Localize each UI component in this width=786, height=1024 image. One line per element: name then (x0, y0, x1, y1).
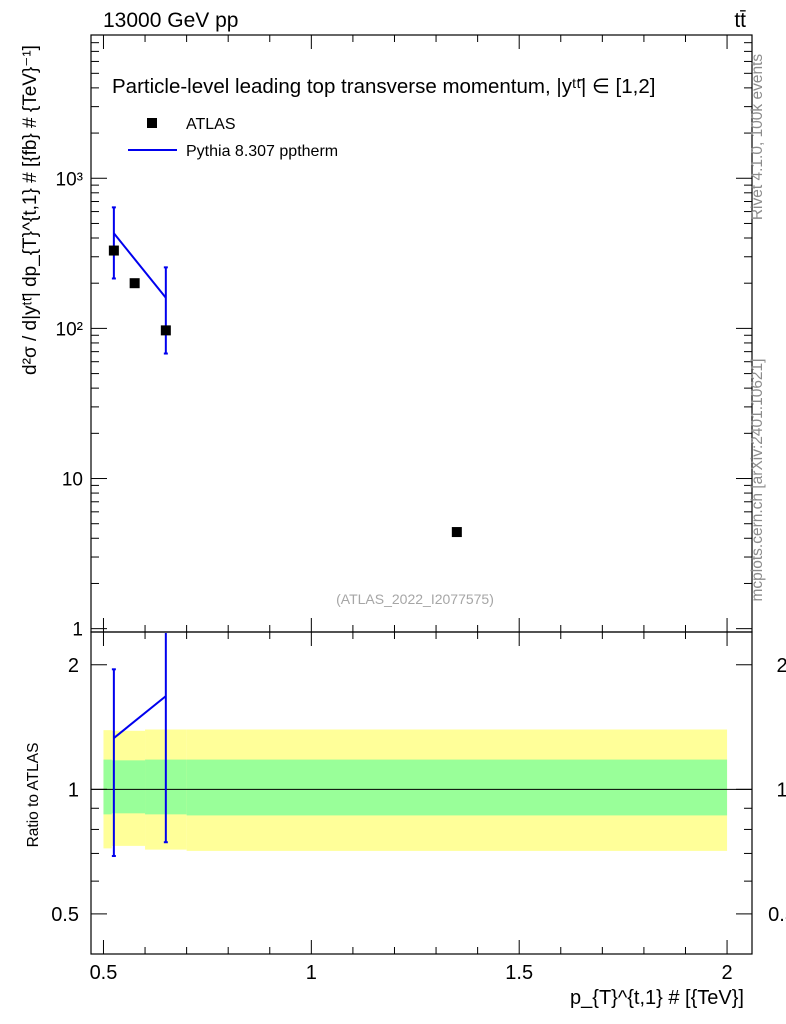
main-y-tick-label-0: 1 (72, 620, 83, 641)
main-title: Particle-level leading top transverse mo… (112, 75, 655, 98)
main-mc-line (113, 232, 167, 299)
ratio-y-axis-title: Ratio to ATLAS (25, 743, 42, 848)
atlas-point-2 (160, 325, 171, 336)
axes-frames (90, 34, 753, 955)
ratio-y-tick-label-right-2: 2 (776, 655, 786, 677)
legend-pythia-label: Pythia 8.307 pptherm (186, 143, 338, 160)
ratio-y-tick-label-left-0: 0.5 (51, 904, 79, 926)
main-y-tick-label-1: 10 (62, 470, 83, 491)
x-tick-label-2: 1.5 (505, 962, 533, 984)
legend: ATLAS Pythia 8.307 pptherm (128, 116, 338, 160)
ratio-y-tick-label-left-1: 1 (68, 779, 79, 801)
legend-atlas-marker (147, 118, 157, 128)
ratio-uncertainty-bands (103, 729, 728, 851)
x-tick-label-3: 2 (721, 962, 732, 984)
legend-atlas-label: ATLAS (186, 116, 236, 133)
inner-band-3 (186, 759, 728, 816)
ratio-y-tick-label-right-0: 0.5 (768, 904, 786, 926)
rivet-label: Rivet 4.1.0, 100k events (749, 54, 766, 221)
atlas-point-0 (108, 245, 119, 256)
axis-ticks (91, 34, 752, 955)
mcplots-label: mcplots.cern.ch [arXiv:2401.10621] (749, 359, 766, 602)
energy-label: 13000 GeV pp (103, 9, 238, 32)
watermark: (ATLAS_2022_I2077575) (336, 591, 494, 607)
atlas-point-3 (451, 527, 462, 538)
ratio-y-tick-label-right-1: 1 (776, 779, 786, 801)
ratio-plot-frame (90, 631, 753, 955)
axis-tick-labels: 0.5 1 1.5 2 1 10 10² 10³ 0.5 0.5 1 1 2 2 (51, 169, 786, 984)
main-y-tick-label-3: 10³ (56, 169, 83, 190)
process-label: tt̄ (734, 9, 746, 32)
atlas-point-1 (129, 278, 140, 289)
ratio-mc-line (113, 695, 167, 739)
main-y-tick-label-2: 10² (56, 319, 83, 340)
main-y-axis-title: d²σ / d|yᵗᵗ̄| dp_{T}^{t,1} # [{fb} # {Te… (20, 45, 41, 375)
ratio-y-tick-label-left-2: 2 (68, 655, 79, 677)
x-axis-title: p_{T}^{t,1} # [{TeV}] (570, 987, 744, 1009)
x-tick-label-0: 0.5 (90, 962, 118, 984)
inner-band-0 (103, 759, 112, 815)
inner-band-1 (111, 760, 146, 814)
x-tick-label-1: 1 (306, 962, 317, 984)
series-layer (108, 206, 462, 858)
